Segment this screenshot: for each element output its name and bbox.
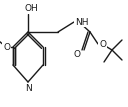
Text: N: N	[25, 84, 31, 93]
Text: O: O	[73, 50, 80, 59]
Text: O: O	[3, 42, 10, 51]
Text: OH: OH	[24, 4, 38, 13]
Text: NH: NH	[75, 18, 88, 27]
Text: O: O	[99, 39, 106, 48]
